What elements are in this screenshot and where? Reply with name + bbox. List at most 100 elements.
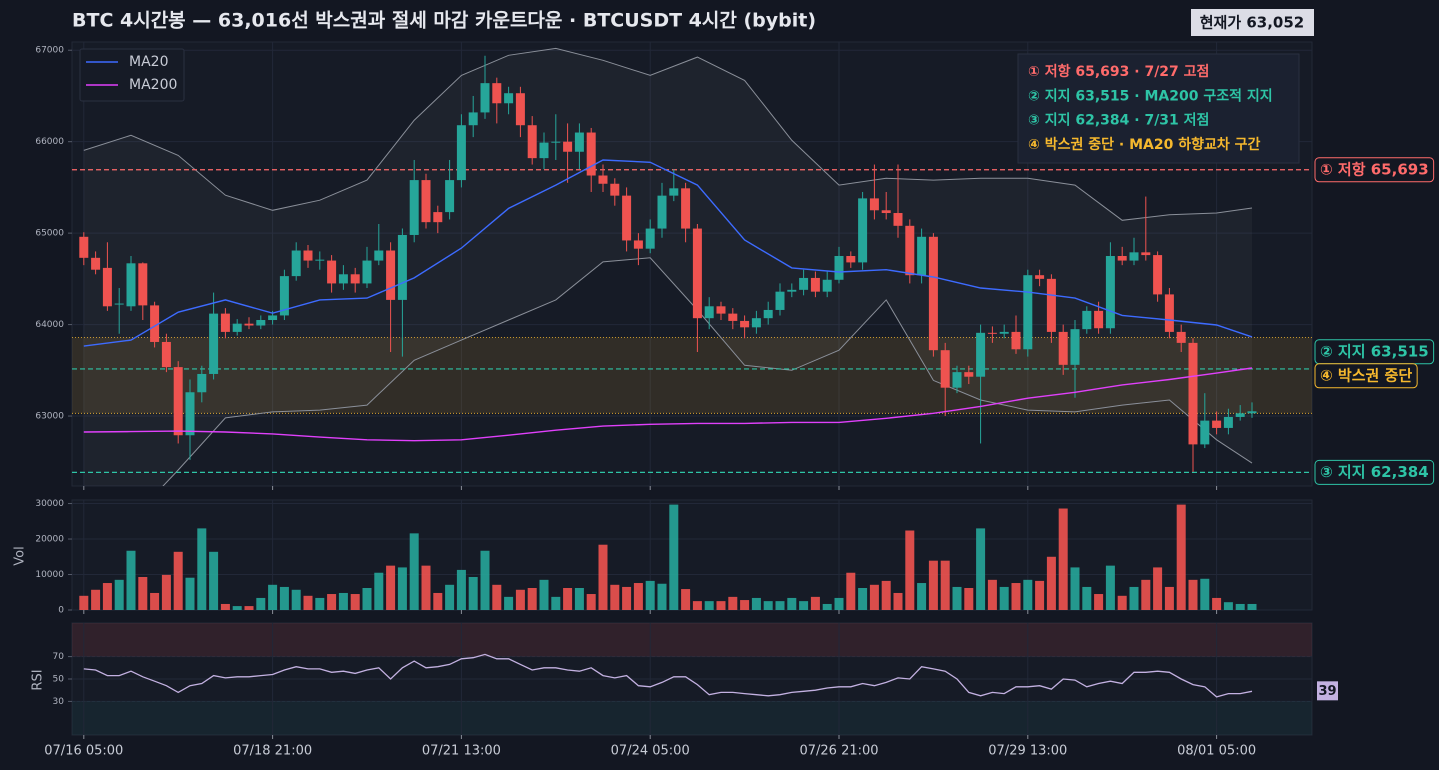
candle-body <box>1058 331 1068 365</box>
volume-bar <box>409 533 419 610</box>
candle-body <box>633 240 643 249</box>
volume-bar <box>976 528 986 610</box>
volume-bar <box>1117 595 1127 610</box>
volume-bar <box>480 550 490 610</box>
volume-bar <box>917 583 927 610</box>
volume-bar <box>362 588 372 610</box>
candle-body <box>869 198 879 211</box>
y-tick-label: 30000 <box>35 499 64 509</box>
volume-bar <box>586 594 596 610</box>
candle-body <box>763 309 773 319</box>
candle-body <box>1176 331 1186 343</box>
candle-body <box>622 195 632 241</box>
volume-bar <box>964 588 974 610</box>
candle-body <box>692 228 702 319</box>
volume-bar <box>905 530 915 610</box>
y-tick-label: 50 <box>53 675 65 685</box>
candle-body <box>539 142 549 159</box>
candle-body <box>421 180 431 223</box>
volume-bar <box>1082 586 1092 610</box>
volume-bar <box>1094 594 1104 610</box>
volume-bar <box>350 594 360 610</box>
volume-bar <box>279 586 289 610</box>
current-price-badge <box>1191 9 1314 36</box>
candle-body <box>173 367 183 436</box>
candle-body <box>1046 278 1056 332</box>
candle-body <box>1129 252 1139 261</box>
candle-body <box>834 255 844 280</box>
candle-body <box>197 373 207 393</box>
volume-bar <box>1235 603 1245 610</box>
candle-body <box>598 175 608 184</box>
y-tick-label: 65000 <box>35 229 64 239</box>
candle-body <box>291 250 301 277</box>
rsi-line <box>83 653 1253 698</box>
candle-body <box>1153 255 1163 295</box>
volume-bar <box>1212 597 1222 610</box>
legend-label: MA20 <box>129 54 168 70</box>
candle-body <box>327 260 337 284</box>
volume-bar <box>633 583 643 610</box>
volume-bar <box>126 550 136 610</box>
candle-body <box>114 303 124 305</box>
volume-bar <box>775 601 785 610</box>
volume-panel <box>71 499 1313 611</box>
moving-average <box>83 367 1253 442</box>
y-tick-label: 67000 <box>35 46 64 56</box>
box-zone <box>72 337 1312 414</box>
candle-body <box>1200 420 1210 445</box>
candle-body <box>515 93 525 126</box>
candle-body <box>315 259 325 261</box>
candle-body <box>799 277 809 290</box>
volume-bar <box>161 574 171 610</box>
volume-bar <box>1129 586 1139 610</box>
volume-bar <box>763 601 773 610</box>
candle-body <box>657 195 667 229</box>
candle-body <box>787 289 797 292</box>
candle-body <box>91 257 101 270</box>
x-tick-label: 07/16 05:00 <box>44 744 123 759</box>
candle-body <box>279 276 289 316</box>
candle-body <box>1117 255 1127 261</box>
candle-body <box>1188 342 1198 445</box>
candle-body <box>161 341 171 368</box>
y-tick-label: 66000 <box>35 137 64 147</box>
volume-bar <box>185 577 195 610</box>
volume-bar <box>822 603 832 610</box>
volume-bar <box>893 592 903 610</box>
volume-bar <box>622 586 632 610</box>
candle-body <box>810 277 820 292</box>
annotation: ① 저항 65,693 · 7/27 고점 <box>1028 63 1209 80</box>
volume-bar <box>433 592 443 610</box>
volume-bar <box>1200 578 1210 610</box>
y-tick-label: 20000 <box>35 535 64 545</box>
volume-bar <box>114 579 124 610</box>
volume-bar <box>504 596 514 610</box>
candle-body <box>740 320 750 328</box>
volume-bar <box>681 589 691 610</box>
volume-bar <box>291 589 301 610</box>
candle-body <box>976 332 986 377</box>
candle-body <box>681 188 691 229</box>
candle-body <box>374 250 384 261</box>
volume-bar <box>645 580 655 610</box>
volume-bar <box>386 565 396 610</box>
volume-bar <box>79 595 89 610</box>
candle-body <box>256 320 266 326</box>
chart-title: BTC 4시간봉 — 63,016선 박스권과 절세 마감 카운트다운 · BT… <box>72 10 816 32</box>
candle-body <box>987 332 997 334</box>
volume-bar <box>1141 579 1151 610</box>
candle-body <box>185 392 195 436</box>
level-tag-label: ④ 박스권 중단 <box>1320 366 1412 384</box>
volume-bar <box>456 569 466 610</box>
x-tick-label: 07/21 13:00 <box>422 744 501 759</box>
volume-bar <box>810 596 820 610</box>
candle-body <box>586 132 596 176</box>
volume-bar <box>1058 508 1068 610</box>
y-tick-label: 63000 <box>35 412 64 422</box>
level-tag-label: ① 저항 65,693 <box>1320 160 1429 178</box>
volume-bar <box>315 597 325 610</box>
volume-bar <box>740 600 750 610</box>
volume-bar <box>397 567 407 610</box>
